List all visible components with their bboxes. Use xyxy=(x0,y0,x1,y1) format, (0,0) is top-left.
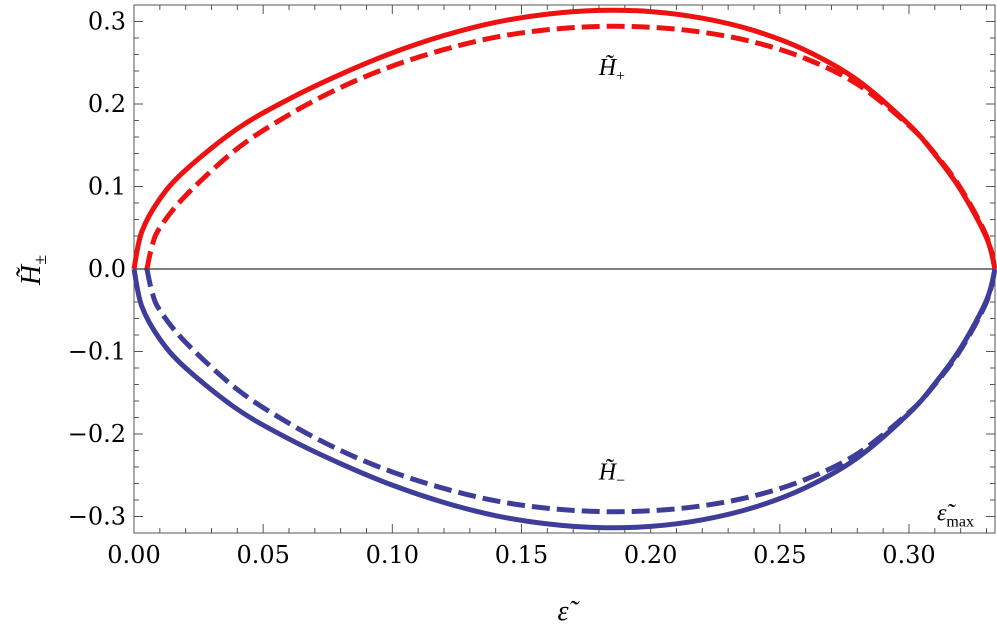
x-tick-label: 0.05 xyxy=(236,541,289,569)
curves xyxy=(131,7,997,531)
x-tick-label: 0.20 xyxy=(624,541,677,569)
x-tick-label: 0.25 xyxy=(753,541,806,569)
x-axis-title: ε̃ xyxy=(557,596,580,627)
series-plus-dashed xyxy=(144,23,997,270)
annotation-subscript: max xyxy=(946,514,974,531)
annotation: H̃− xyxy=(598,459,625,490)
y-tick-label: 0.3 xyxy=(88,8,126,36)
x-tick-label: 0.10 xyxy=(366,541,419,569)
y-axis-title-sub: ± xyxy=(30,255,50,265)
series-minus-solid xyxy=(131,268,997,531)
annotation: H̃+ xyxy=(598,54,625,85)
annotation-letter: H̃ xyxy=(598,459,618,486)
series-plus-solid xyxy=(131,7,997,270)
curve-annotations: H̃+H̃−ε̃max xyxy=(598,54,974,530)
y-tick-label: 0.0 xyxy=(88,255,126,283)
y-tick-label: −0.2 xyxy=(68,420,126,448)
annotation: ε̃max xyxy=(937,501,974,531)
x-tick-label: 0.00 xyxy=(107,541,160,569)
y-tick-label: 0.2 xyxy=(88,90,126,118)
x-tick-label: 0.15 xyxy=(495,541,548,569)
annotation-letter: H̃ xyxy=(598,54,618,81)
tick-labels: 0.00 0.05 0.10 0.15 0.20 0.25 0.30−0.3−0.2−0.1… xyxy=(68,8,936,570)
y-tick-label: −0.3 xyxy=(68,503,126,531)
series-minus-dashed xyxy=(144,268,997,515)
y-axis-title-letter: H̃ xyxy=(16,263,47,286)
y-tick-label: 0.1 xyxy=(88,173,126,201)
y-tick-label: −0.1 xyxy=(68,338,126,366)
y-axis-title: H̃± xyxy=(16,255,50,286)
annotation-subscript: + xyxy=(616,68,625,85)
x-tick-label: 0.30 xyxy=(882,541,935,569)
annotation-subscript: − xyxy=(616,472,625,489)
